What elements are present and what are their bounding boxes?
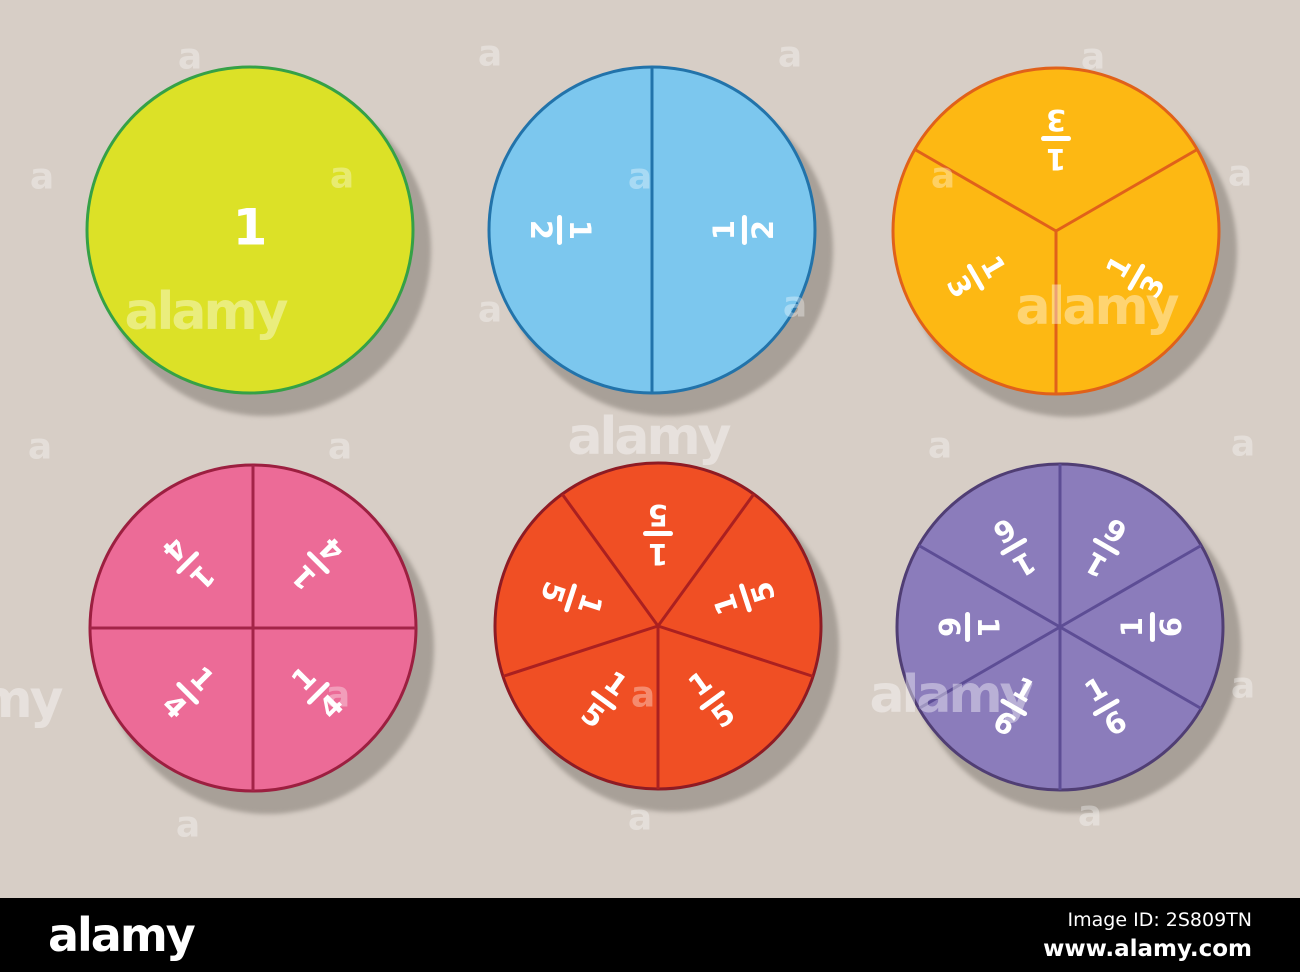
- sector-divider-line: [918, 625, 1061, 710]
- fraction-circle-one-whole: 1: [84, 64, 431, 416]
- fraction-denominator: 6: [987, 511, 1022, 552]
- sector-divider-line: [1059, 544, 1202, 629]
- alamy-url-text: www.alamy.com: [1043, 935, 1252, 962]
- fraction-bar: [557, 215, 563, 245]
- alamy-logo: alamy: [48, 908, 196, 962]
- watermark-letter-a: a: [175, 804, 201, 846]
- fraction-denominator: 2: [745, 219, 780, 241]
- fraction-numerator: 1: [706, 219, 741, 241]
- footer-right-block: Image ID: 2S809TN www.alamy.com: [1043, 909, 1252, 962]
- sector-divider-line: [1059, 625, 1202, 710]
- fraction-numerator: 1: [971, 616, 1006, 638]
- circle-graphic: [895, 462, 1225, 792]
- circle-graphic: [493, 461, 823, 791]
- fraction-denominator: 5: [533, 576, 573, 607]
- fraction-denominator: 2: [524, 219, 559, 241]
- fraction-numerator: 1: [570, 588, 609, 619]
- fraction-numerator: 1: [707, 588, 746, 619]
- watermark-footer-bar: alamy Image ID: 2S809TN www.alamy.com: [0, 898, 1300, 972]
- circle-graphic: [85, 65, 415, 395]
- sector-divider-line: [657, 624, 814, 678]
- fraction-denominator: 6: [932, 616, 967, 638]
- fraction-denominator: 5: [647, 498, 669, 533]
- whole-number-label: 1: [232, 198, 268, 257]
- watermark-letter-a: a: [27, 426, 53, 468]
- fraction-denominator: 5: [743, 576, 783, 607]
- fraction-bar: [1041, 136, 1071, 142]
- sector-divider-line: [1055, 148, 1198, 233]
- fraction-numerator: 1: [1114, 616, 1149, 638]
- image-id-text: Image ID: 2S809TN: [1067, 908, 1252, 931]
- fraction-numerator: 1: [647, 537, 669, 572]
- sector-divider-line: [560, 493, 660, 627]
- watermark-word: alamy: [0, 670, 64, 730]
- circle-graphic: [891, 66, 1221, 396]
- watermark-word: alamy: [567, 407, 731, 467]
- circle-disc: [85, 65, 415, 395]
- circle-graphic: [487, 65, 817, 395]
- fraction-numerator: 1: [1006, 544, 1042, 585]
- watermark-letter-a: a: [29, 156, 55, 198]
- watermark-letter-a: a: [1230, 423, 1256, 465]
- fraction-denominator: 6: [1153, 616, 1188, 638]
- circle-graphic: [88, 463, 418, 793]
- sector-divider-line: [914, 148, 1057, 233]
- fraction-bar: [643, 531, 673, 537]
- watermark-letter-a: a: [1227, 153, 1253, 195]
- sector-divider-line: [656, 493, 756, 627]
- sector-divider-line: [502, 624, 659, 678]
- fraction-denominator: 3: [1045, 103, 1067, 138]
- fraction-bar: [965, 612, 971, 642]
- fraction-numerator: 1: [1045, 142, 1067, 177]
- fraction-numerator: 1: [563, 219, 598, 241]
- sector-divider-line: [918, 544, 1061, 629]
